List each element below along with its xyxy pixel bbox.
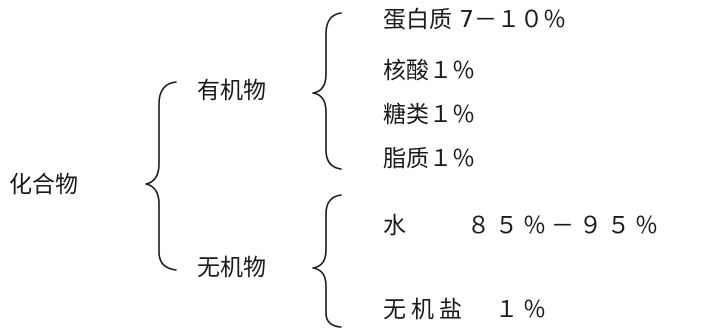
item-sugar: 糖类１％	[383, 102, 475, 128]
category-organic: 有机物	[197, 78, 266, 104]
root-brace	[145, 81, 177, 271]
item-protein: 蛋白质 7－１０％	[383, 7, 566, 33]
item-lipid: 脂质１％	[383, 146, 475, 172]
category-inorganic: 无机物	[197, 255, 266, 281]
item-nucleic-acid: 核酸１％	[383, 58, 475, 84]
item-inorganic-salt: 无机盐 １％	[383, 297, 551, 323]
organic-brace	[312, 12, 342, 170]
root-label: 化合物	[9, 172, 78, 198]
inorganic-brace	[312, 194, 342, 328]
item-water: 水 ８５％－９５％	[383, 213, 663, 239]
